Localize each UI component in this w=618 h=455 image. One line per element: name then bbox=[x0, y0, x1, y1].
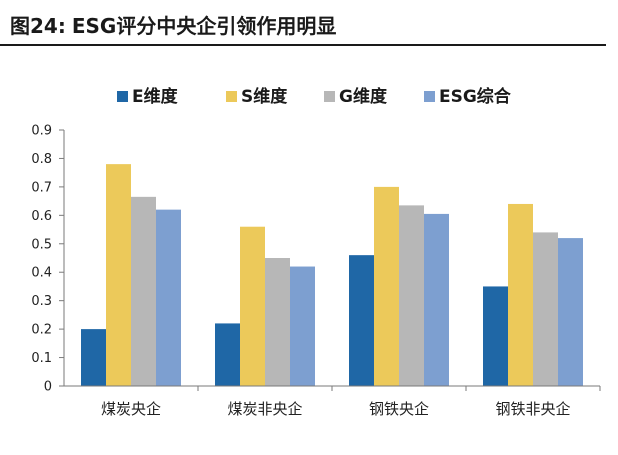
bar bbox=[508, 203, 533, 386]
x-axis: 煤炭央企 煤炭非央企 钢铁央企 钢铁非央企 bbox=[64, 385, 601, 418]
legend-label: E维度 bbox=[132, 86, 179, 107]
y-tick-label: 0.5 bbox=[31, 237, 52, 252]
y-tick-label: 0.2 bbox=[31, 323, 52, 338]
bar bbox=[215, 323, 240, 386]
chart-legend: E维度 S维度 G维度 ESG综合 bbox=[117, 86, 512, 107]
bar bbox=[265, 258, 290, 386]
bar bbox=[533, 232, 558, 386]
y-tick-label: 0.6 bbox=[31, 209, 52, 224]
x-category-label: 钢铁非央企 bbox=[495, 400, 570, 418]
y-tick-label: 0 bbox=[44, 380, 52, 395]
legend-item: G维度 bbox=[324, 86, 388, 107]
bar bbox=[424, 213, 449, 386]
y-tick-label: 0.4 bbox=[31, 266, 52, 281]
bar bbox=[558, 238, 583, 386]
bar bbox=[349, 255, 374, 386]
bar bbox=[156, 209, 181, 386]
bar bbox=[81, 329, 106, 386]
bar bbox=[374, 186, 399, 386]
legend-item: S维度 bbox=[226, 86, 288, 107]
legend-label: G维度 bbox=[339, 86, 388, 107]
legend-swatch bbox=[324, 91, 335, 102]
bar-group bbox=[349, 186, 449, 386]
legend-item: ESG综合 bbox=[424, 86, 512, 107]
x-category-label: 煤炭非央企 bbox=[227, 400, 302, 418]
legend-label: S维度 bbox=[241, 86, 288, 107]
figure-title-text: ESG评分中央企引领作用明显 bbox=[71, 14, 337, 38]
figure-title: 图24: ESG评分中央企引领作用明显 bbox=[10, 10, 336, 39]
legend-label: ESG综合 bbox=[439, 86, 512, 107]
bar-group bbox=[483, 203, 583, 386]
figure-number: 图24: bbox=[10, 14, 66, 38]
y-tick-label: 0.1 bbox=[31, 351, 52, 366]
legend-swatch bbox=[226, 91, 237, 102]
figure-header: 图24: ESG评分中央企引领作用明显 bbox=[0, 0, 606, 46]
bar bbox=[399, 205, 424, 386]
legend-swatch bbox=[424, 91, 435, 102]
x-category-label: 煤炭央企 bbox=[101, 400, 161, 418]
y-axis: 0 0.1 0.2 0.3 0.4 0.5 0.6 0.7 0.8 0.9 bbox=[31, 124, 65, 395]
legend-swatch bbox=[117, 91, 128, 102]
bar bbox=[131, 196, 156, 386]
bar bbox=[106, 164, 131, 386]
bar bbox=[240, 226, 265, 386]
y-tick-label: 0.8 bbox=[31, 152, 52, 167]
bar-groups bbox=[81, 164, 583, 386]
bar bbox=[483, 286, 508, 386]
y-tick-label: 0.3 bbox=[31, 294, 52, 309]
bar bbox=[290, 266, 315, 386]
bar-group bbox=[215, 226, 315, 386]
y-tick-label: 0.7 bbox=[31, 180, 52, 195]
bar-group bbox=[81, 164, 181, 386]
legend-item: E维度 bbox=[117, 86, 179, 107]
x-category-label: 钢铁央企 bbox=[369, 400, 429, 418]
y-tick-label: 0.9 bbox=[31, 124, 52, 139]
